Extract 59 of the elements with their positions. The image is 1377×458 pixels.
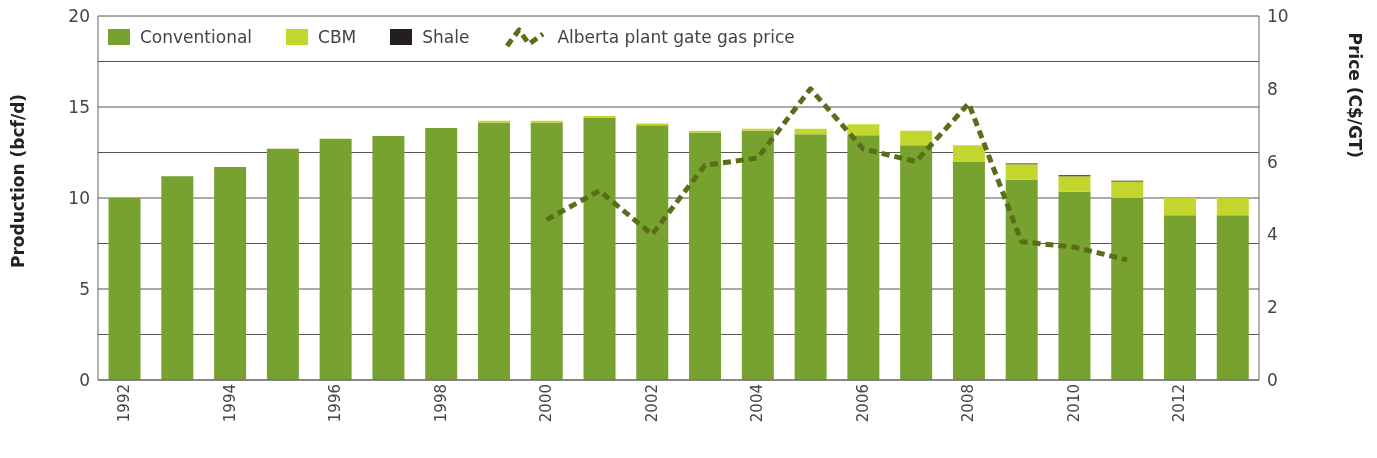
bar <box>214 167 247 380</box>
bar <box>583 117 616 380</box>
y2-axis-title: Price (C$/GT) <box>1344 32 1365 158</box>
bar <box>108 198 141 380</box>
bar <box>1216 198 1249 216</box>
y2-tick-label: 0 <box>1267 370 1278 391</box>
y-tick-label: 20 <box>68 6 90 27</box>
bar <box>1111 181 1144 198</box>
x-tick-label: 2010 <box>1064 384 1083 423</box>
bar <box>425 127 458 380</box>
y2-tick-label: 6 <box>1267 151 1278 172</box>
bar <box>1216 215 1249 380</box>
bar <box>900 145 933 380</box>
legend-label: Shale <box>422 27 470 47</box>
x-tick-label: 2006 <box>853 384 872 423</box>
bar <box>1058 191 1091 380</box>
bar <box>847 135 880 380</box>
bar <box>1164 198 1197 216</box>
x-tick-label: 1998 <box>431 384 450 423</box>
bar <box>1005 164 1038 180</box>
x-tick-label: 1992 <box>115 384 134 423</box>
y-tick-label: 10 <box>68 188 90 209</box>
bar <box>1058 176 1091 192</box>
bar <box>530 122 563 380</box>
bar <box>952 145 985 162</box>
y2-tick-label: 8 <box>1267 78 1278 99</box>
bar <box>741 130 774 380</box>
x-tick-label: 2012 <box>1170 384 1189 423</box>
x-tick-label: 1996 <box>326 384 345 423</box>
y-axis-title: Production (bcf/d) <box>8 93 29 268</box>
bar <box>477 122 510 380</box>
bar <box>952 161 985 380</box>
y-tick-label: 15 <box>68 97 90 118</box>
legend-label: Alberta plant gate gas price <box>557 27 795 47</box>
bar <box>636 125 669 380</box>
bar <box>900 130 933 146</box>
bar <box>794 134 827 380</box>
x-tick-label: 1994 <box>220 384 239 423</box>
y2-tick-label: 2 <box>1267 297 1278 318</box>
bar <box>161 176 194 380</box>
x-tick-label: 2000 <box>537 384 556 423</box>
bar <box>1164 215 1197 380</box>
legend-label: CBM <box>318 27 357 47</box>
y-tick-label: 0 <box>79 370 90 391</box>
bar <box>372 136 405 380</box>
bar <box>689 132 722 380</box>
y2-tick-label: 4 <box>1267 224 1278 245</box>
x-tick-label: 2004 <box>748 384 767 423</box>
y-tick-label: 5 <box>79 279 90 300</box>
legend-label: Conventional <box>140 27 253 47</box>
bar <box>266 148 299 380</box>
bar <box>1111 198 1144 380</box>
x-tick-label: 2008 <box>959 384 978 423</box>
bar <box>794 128 827 135</box>
bar <box>1005 179 1038 380</box>
bar <box>319 138 352 380</box>
bar <box>847 124 880 136</box>
x-tick-label: 2002 <box>642 384 661 423</box>
y2-tick-label: 10 <box>1267 6 1289 27</box>
